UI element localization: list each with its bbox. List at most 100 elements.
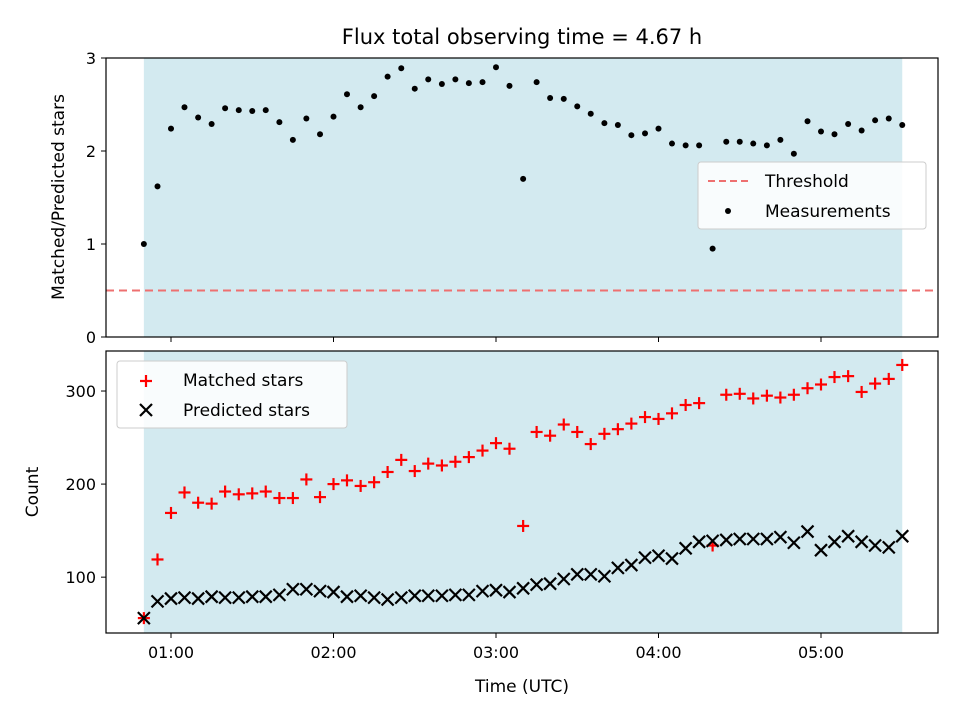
predicted-star-stroke bbox=[827, 535, 842, 549]
measurement-point bbox=[696, 142, 703, 149]
predicted-star-point bbox=[421, 588, 436, 603]
matched-star-point bbox=[842, 370, 855, 383]
measurement-point bbox=[235, 107, 242, 114]
measurement-point bbox=[181, 104, 188, 111]
matched-star-point bbox=[625, 417, 638, 430]
predicted-star-point bbox=[137, 611, 151, 625]
predicted-star-stroke bbox=[746, 532, 761, 546]
predicted-star-stroke bbox=[367, 590, 381, 605]
bottom-legend-box bbox=[116, 360, 348, 429]
predicted-star-stroke bbox=[651, 548, 666, 563]
matched-star-point bbox=[354, 479, 367, 492]
predicted-star-stroke bbox=[719, 533, 734, 547]
matched-star-point bbox=[422, 457, 435, 470]
predicted-star-stroke bbox=[624, 558, 639, 572]
predicted-star-point bbox=[489, 583, 503, 597]
predicted-star-point bbox=[638, 550, 652, 565]
predicted-star-point bbox=[394, 590, 409, 605]
measurement-point bbox=[357, 104, 364, 111]
predicted-star-point bbox=[583, 567, 598, 582]
measurement-point bbox=[506, 82, 513, 89]
predicted-star-point bbox=[651, 548, 666, 563]
matched-star-point bbox=[611, 423, 624, 436]
matched-star-point bbox=[720, 388, 733, 401]
predicted-star-stroke bbox=[516, 581, 530, 596]
predicted-star-stroke bbox=[286, 582, 300, 597]
top-y-tick-label: 2 bbox=[86, 142, 96, 161]
predicted-star-point bbox=[475, 584, 490, 598]
measurement-point bbox=[398, 65, 405, 72]
predicted-star-point bbox=[854, 535, 869, 549]
predicted-star-stroke bbox=[800, 524, 815, 539]
predicted-star-point bbox=[895, 529, 910, 543]
predicted-star-point bbox=[299, 582, 314, 597]
predicted-star-point bbox=[272, 588, 287, 602]
measurement-point bbox=[682, 142, 689, 149]
measurement-point bbox=[411, 85, 418, 92]
predicted-star-stroke bbox=[258, 589, 273, 604]
matched-star-point bbox=[503, 442, 516, 455]
predicted-star-stroke bbox=[529, 577, 544, 592]
matched-star-point bbox=[340, 474, 353, 487]
predicted-star-stroke bbox=[665, 551, 679, 566]
predicted-star-point bbox=[719, 533, 734, 547]
matched-star-point bbox=[544, 429, 557, 442]
measurement-point bbox=[777, 136, 784, 143]
x-tick-label: 02:00 bbox=[310, 643, 356, 662]
measurement-point bbox=[750, 140, 757, 147]
predicted-star-point bbox=[611, 561, 625, 575]
matched-star-point bbox=[232, 488, 245, 501]
matched-star-point bbox=[327, 478, 340, 491]
predicted-star-stroke bbox=[760, 532, 774, 546]
predicted-star-stroke bbox=[638, 550, 652, 565]
matched-star-point bbox=[259, 485, 272, 498]
matched-star-point bbox=[435, 459, 448, 472]
legend-matched-label: Matched stars bbox=[183, 371, 303, 391]
predicted-star-point bbox=[164, 591, 178, 606]
predicted-star-point bbox=[231, 590, 246, 605]
matched-star-point bbox=[381, 465, 394, 478]
predicted-star-point bbox=[326, 585, 341, 599]
predicted-star-stroke bbox=[556, 572, 571, 586]
matched-star-point bbox=[598, 427, 611, 440]
predicted-star-point bbox=[353, 588, 368, 603]
legend-measurements-swatch bbox=[725, 208, 731, 214]
predicted-star-stroke bbox=[732, 532, 747, 546]
measurement-point bbox=[276, 119, 283, 126]
matched-star-point bbox=[219, 485, 232, 498]
legend-threshold-label: Threshold bbox=[764, 172, 849, 192]
measurement-point bbox=[317, 131, 324, 138]
predicted-star-point bbox=[340, 589, 354, 604]
predicted-star-stroke bbox=[611, 561, 625, 575]
predicted-star-stroke bbox=[137, 611, 151, 625]
measurement-point bbox=[303, 115, 310, 122]
predicted-star-stroke bbox=[435, 588, 449, 603]
measurement-point bbox=[479, 79, 486, 86]
predicted-star-stroke bbox=[394, 590, 409, 605]
predicted-star-stroke bbox=[299, 582, 314, 597]
matched-star-point bbox=[192, 496, 205, 509]
predicted-star-stroke bbox=[502, 585, 517, 599]
matched-star-point bbox=[693, 397, 706, 410]
predicted-star-point bbox=[191, 591, 205, 606]
bottom-y-tick-label: 200 bbox=[65, 475, 96, 494]
measurement-point bbox=[154, 183, 161, 190]
predicted-star-point bbox=[570, 567, 585, 582]
predicted-star-point bbox=[516, 581, 530, 596]
measurement-point bbox=[222, 105, 229, 112]
predicted-star-point bbox=[665, 551, 679, 566]
legend-matched-swatch bbox=[140, 375, 152, 387]
predicted-star-stroke bbox=[313, 584, 327, 598]
predicted-star-stroke bbox=[177, 590, 192, 605]
matched-star-point bbox=[408, 465, 421, 478]
matched-star-point bbox=[286, 492, 299, 505]
bottom-y-axis-label: Count bbox=[23, 466, 43, 517]
measurement-point bbox=[642, 130, 649, 137]
x-tick-label: 03:00 bbox=[473, 643, 519, 662]
predicted-star-stroke bbox=[191, 591, 205, 606]
matched-star-point bbox=[246, 487, 259, 500]
matched-star-point bbox=[178, 486, 191, 499]
predicted-star-point bbox=[868, 538, 882, 553]
matched-star-point bbox=[490, 437, 502, 450]
matched-star-point bbox=[815, 378, 827, 391]
